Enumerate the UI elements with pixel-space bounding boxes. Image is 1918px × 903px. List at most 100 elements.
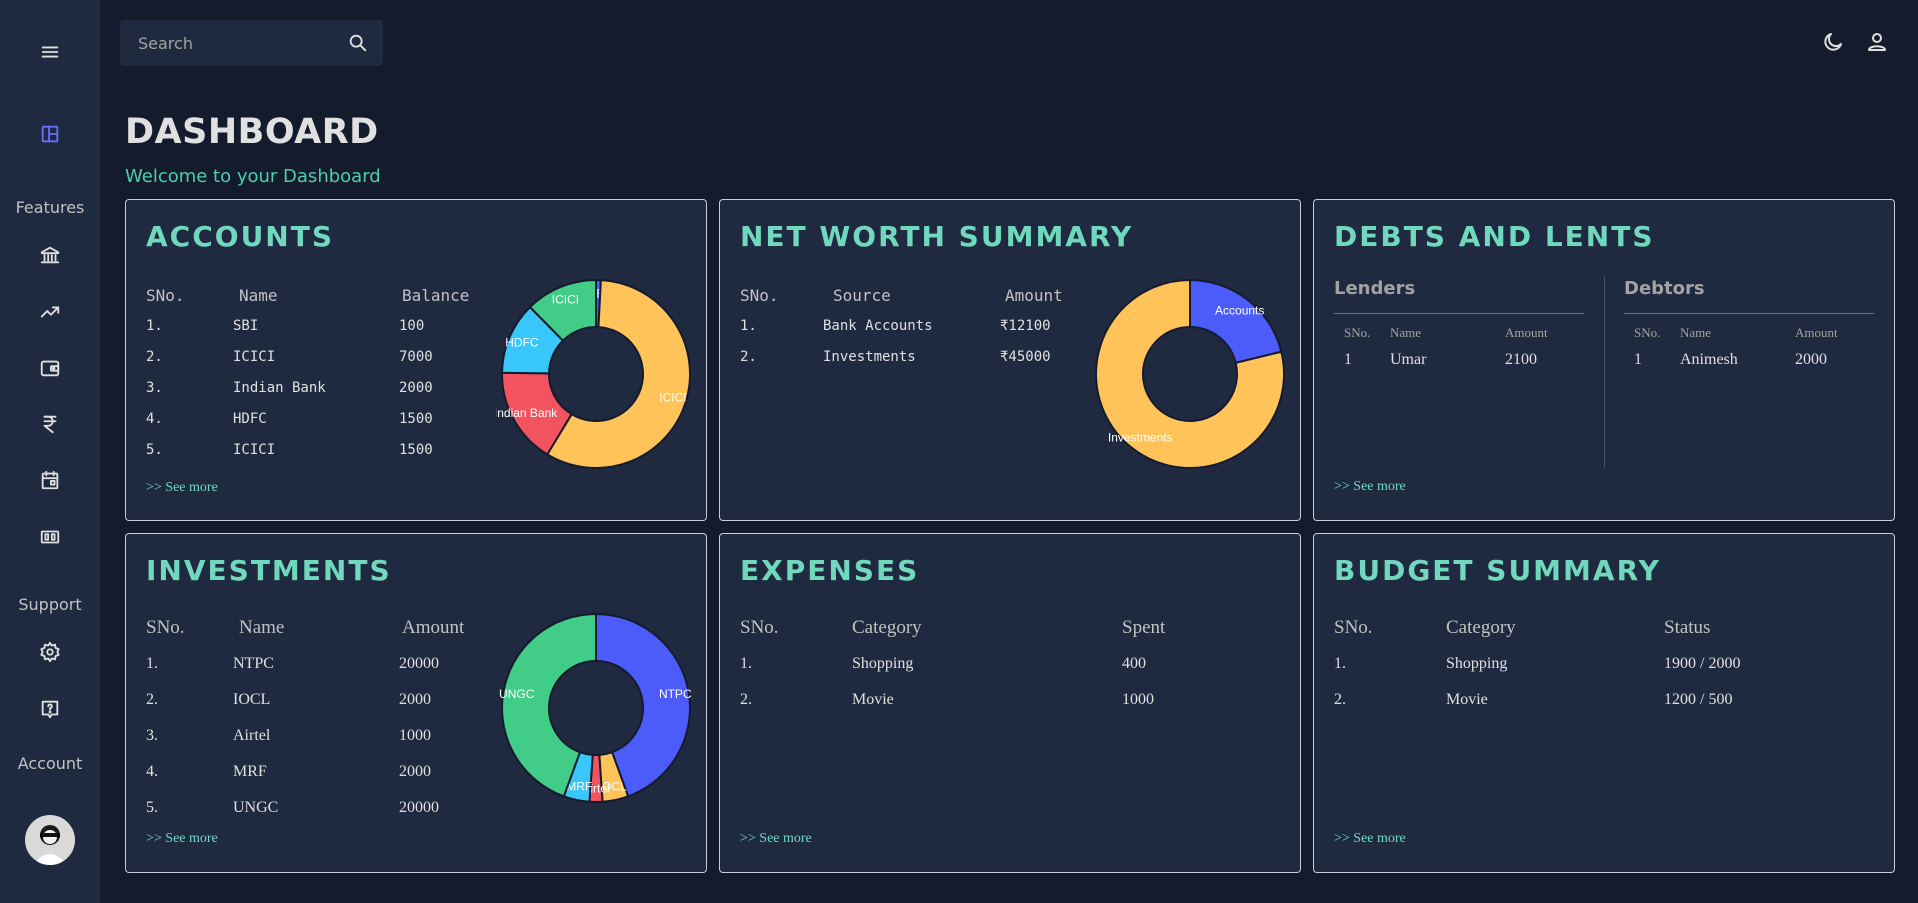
table-row: 3. Airtel 1000 xyxy=(146,727,431,744)
budget-see-more-link[interactable]: >> See more xyxy=(1334,831,1406,846)
donut-slice-ungc[interactable] xyxy=(501,612,597,798)
wallet-icon[interactable] xyxy=(38,356,62,380)
col-header: Balance xyxy=(402,286,470,305)
page-title: DASHBOARD xyxy=(125,112,379,152)
budget-table: SNo. Category Status 1. Shopping 1900 / 20… xyxy=(1334,610,1740,718)
page-subtitle: Welcome to your Dashboard xyxy=(125,166,381,187)
table-row: 1. SBI 100 xyxy=(146,317,425,334)
table-header: SNo. Name Amount xyxy=(146,617,465,638)
donut-label: IOCL xyxy=(599,780,627,794)
person-icon[interactable] xyxy=(1865,30,1889,54)
table-header: SNo. Name Amount xyxy=(1634,325,1838,340)
investments-title: INVESTMENTS xyxy=(146,554,392,587)
table-header: SNo. Name Amount xyxy=(1344,325,1548,340)
lenders-heading: Lenders xyxy=(1334,278,1416,299)
calendar-icon[interactable] xyxy=(38,468,62,492)
debts-see-more-link[interactable]: >> See more xyxy=(1334,479,1406,494)
lenders-underline xyxy=(1334,313,1584,314)
table-header: SNo. Name Balance xyxy=(146,286,469,310)
table-row: 1. Shopping 1900 / 2000 xyxy=(1334,655,1741,672)
hamburger-icon[interactable] xyxy=(38,40,62,64)
donut-label: Indian Bank xyxy=(496,406,558,420)
table-row: 2. ICICI 7000 xyxy=(146,348,433,365)
donut-label: HDFC xyxy=(505,335,539,349)
col-header: Amount xyxy=(1005,286,1063,305)
expenses-see-more-link[interactable]: >> See more xyxy=(740,831,812,846)
table-row: 4. HDFC 1500 xyxy=(146,410,433,427)
search-icon[interactable] xyxy=(347,32,369,54)
table-row: 2. Movie 1200 / 500 xyxy=(1334,691,1733,708)
net-worth-donut-chart: Accounts Investments xyxy=(1095,278,1285,469)
search-input[interactable] xyxy=(138,20,338,66)
lenders-table: SNo. Name Amount 1 Umar 2100 xyxy=(1344,322,1548,376)
donut-label: UNGC xyxy=(499,687,535,701)
investments-card: INVESTMENTS SNo. Name Amount 1. NTPC 20000… xyxy=(125,533,707,873)
debtors-table: SNo. Name Amount 1 Animesh 2000 xyxy=(1634,322,1838,376)
table-row: 2. Movie 1000 xyxy=(740,691,1154,708)
expenses-table: SNo. Category Spent 1. Shopping 400 2. Movi… xyxy=(740,610,1165,718)
dashboard-icon[interactable] xyxy=(38,122,62,146)
table-row: 1. Shopping 400 xyxy=(740,655,1146,672)
table-header: SNo. Source Amount xyxy=(740,286,1063,310)
donut-label: Accounts xyxy=(1215,304,1264,318)
debtors-heading: Debtors xyxy=(1624,278,1705,299)
features-label: Features xyxy=(15,198,85,217)
net-worth-card: NET WORTH SUMMARY SNo. Source Amount 1. B… xyxy=(719,199,1301,521)
investments-see-more-link[interactable]: >> See more xyxy=(146,831,218,846)
donut-label: MRF xyxy=(566,780,592,794)
table-row: 1. Bank Accounts ₹12100 xyxy=(740,317,1051,334)
table-row: 1 Animesh 2000 xyxy=(1634,351,1827,368)
net-worth-table: SNo. Source Amount 1. Bank Accounts ₹12100… xyxy=(740,286,1063,372)
investments-table: SNo. Name Amount 1. NTPC 20000 2. IOCL 2000 … xyxy=(146,610,464,826)
table-row: 4. MRF 2000 xyxy=(146,763,431,780)
col-header: SNo. xyxy=(146,286,185,305)
donut-label: NTPC xyxy=(659,687,692,701)
table-row: 5. ICICI 1500 xyxy=(146,441,433,458)
accounts-see-more-link[interactable]: >> See more xyxy=(146,480,218,495)
donut-slice-icici[interactable] xyxy=(528,278,597,342)
table-row: 2. IOCL 2000 xyxy=(146,691,431,708)
bank-icon[interactable] xyxy=(38,243,62,267)
support-label: Support xyxy=(18,595,82,614)
money-icon[interactable] xyxy=(38,525,62,549)
trending-up-icon[interactable] xyxy=(38,300,62,324)
moon-icon[interactable] xyxy=(1821,30,1845,54)
account-label: Account xyxy=(17,754,83,773)
table-row: 3. Indian Bank 2000 xyxy=(146,379,433,396)
net-worth-title: NET WORTH SUMMARY xyxy=(740,220,1134,253)
debts-title: DEBTS AND LENTS xyxy=(1334,220,1655,253)
accounts-card: ACCOUNTS SNo. Name Balance 1. SBI 100 2. IC… xyxy=(125,199,707,521)
donut-slice-accounts[interactable] xyxy=(1189,278,1283,365)
budget-title: BUDGET SUMMARY xyxy=(1334,554,1661,587)
debtors-underline xyxy=(1624,313,1874,314)
debts-card: DEBTS AND LENTS Lenders SNo. Name Amount… xyxy=(1313,199,1895,521)
sidebar: Features Support Account xyxy=(0,0,100,903)
table-header: SNo. Category Status xyxy=(1334,617,1711,638)
expenses-card: EXPENSES SNo. Category Spent 1. Shopping 4… xyxy=(719,533,1301,873)
settings-icon[interactable] xyxy=(38,640,62,664)
column-divider xyxy=(1604,276,1605,468)
table-row: 5. UNGC 20000 xyxy=(146,799,439,816)
expenses-title: EXPENSES xyxy=(740,554,920,587)
budget-card: BUDGET SUMMARY SNo. Category Status 1. Sh… xyxy=(1313,533,1895,873)
donut-label: ICICI xyxy=(659,391,686,405)
table-row: 1. NTPC 20000 xyxy=(146,655,439,672)
table-row: 2. Investments ₹45000 xyxy=(740,348,1051,365)
donut-slice-ntpc[interactable] xyxy=(595,612,691,798)
help-icon[interactable] xyxy=(38,697,62,721)
donut-slice-icici[interactable] xyxy=(545,279,691,469)
table-row: 1 Umar 2100 xyxy=(1344,351,1537,368)
rupee-icon[interactable] xyxy=(38,412,62,436)
accounts-table: SNo. Name Balance 1. SBI 100 2. ICICI 7000 3… xyxy=(146,286,469,465)
avatar[interactable] xyxy=(25,815,75,865)
donut-slice-investments[interactable] xyxy=(1095,278,1285,469)
donut-label: Investments xyxy=(1108,430,1173,444)
table-header: SNo. Category Spent xyxy=(740,617,1166,638)
col-header: Source xyxy=(833,286,891,305)
col-header: Name xyxy=(239,286,278,305)
col-header: SNo. xyxy=(740,286,779,305)
accounts-title: ACCOUNTS xyxy=(146,220,335,253)
donut-label: ICICI xyxy=(552,293,579,307)
